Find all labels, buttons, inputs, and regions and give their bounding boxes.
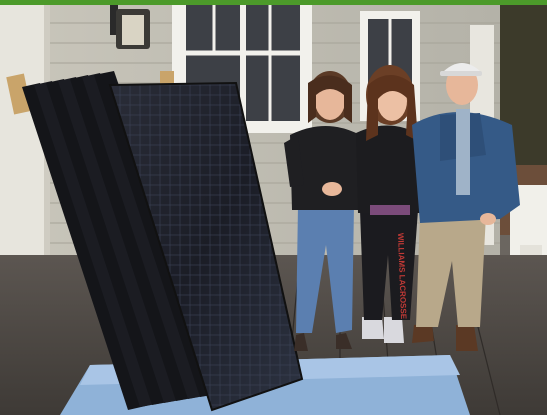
person-middle: WILLIAMS LACROSSE: [356, 65, 420, 343]
top-accent-bar: [0, 0, 547, 5]
wall-lantern-icon: [110, 5, 150, 49]
pants-print: WILLIAMS LACROSSE: [396, 233, 408, 320]
solar-panel-icon: [22, 71, 304, 412]
photo-scene: WILLIAMS LACROSSE: [0, 5, 547, 415]
person-right: [412, 63, 520, 351]
cardboard-piece: [6, 73, 32, 115]
person-left: [284, 71, 360, 351]
